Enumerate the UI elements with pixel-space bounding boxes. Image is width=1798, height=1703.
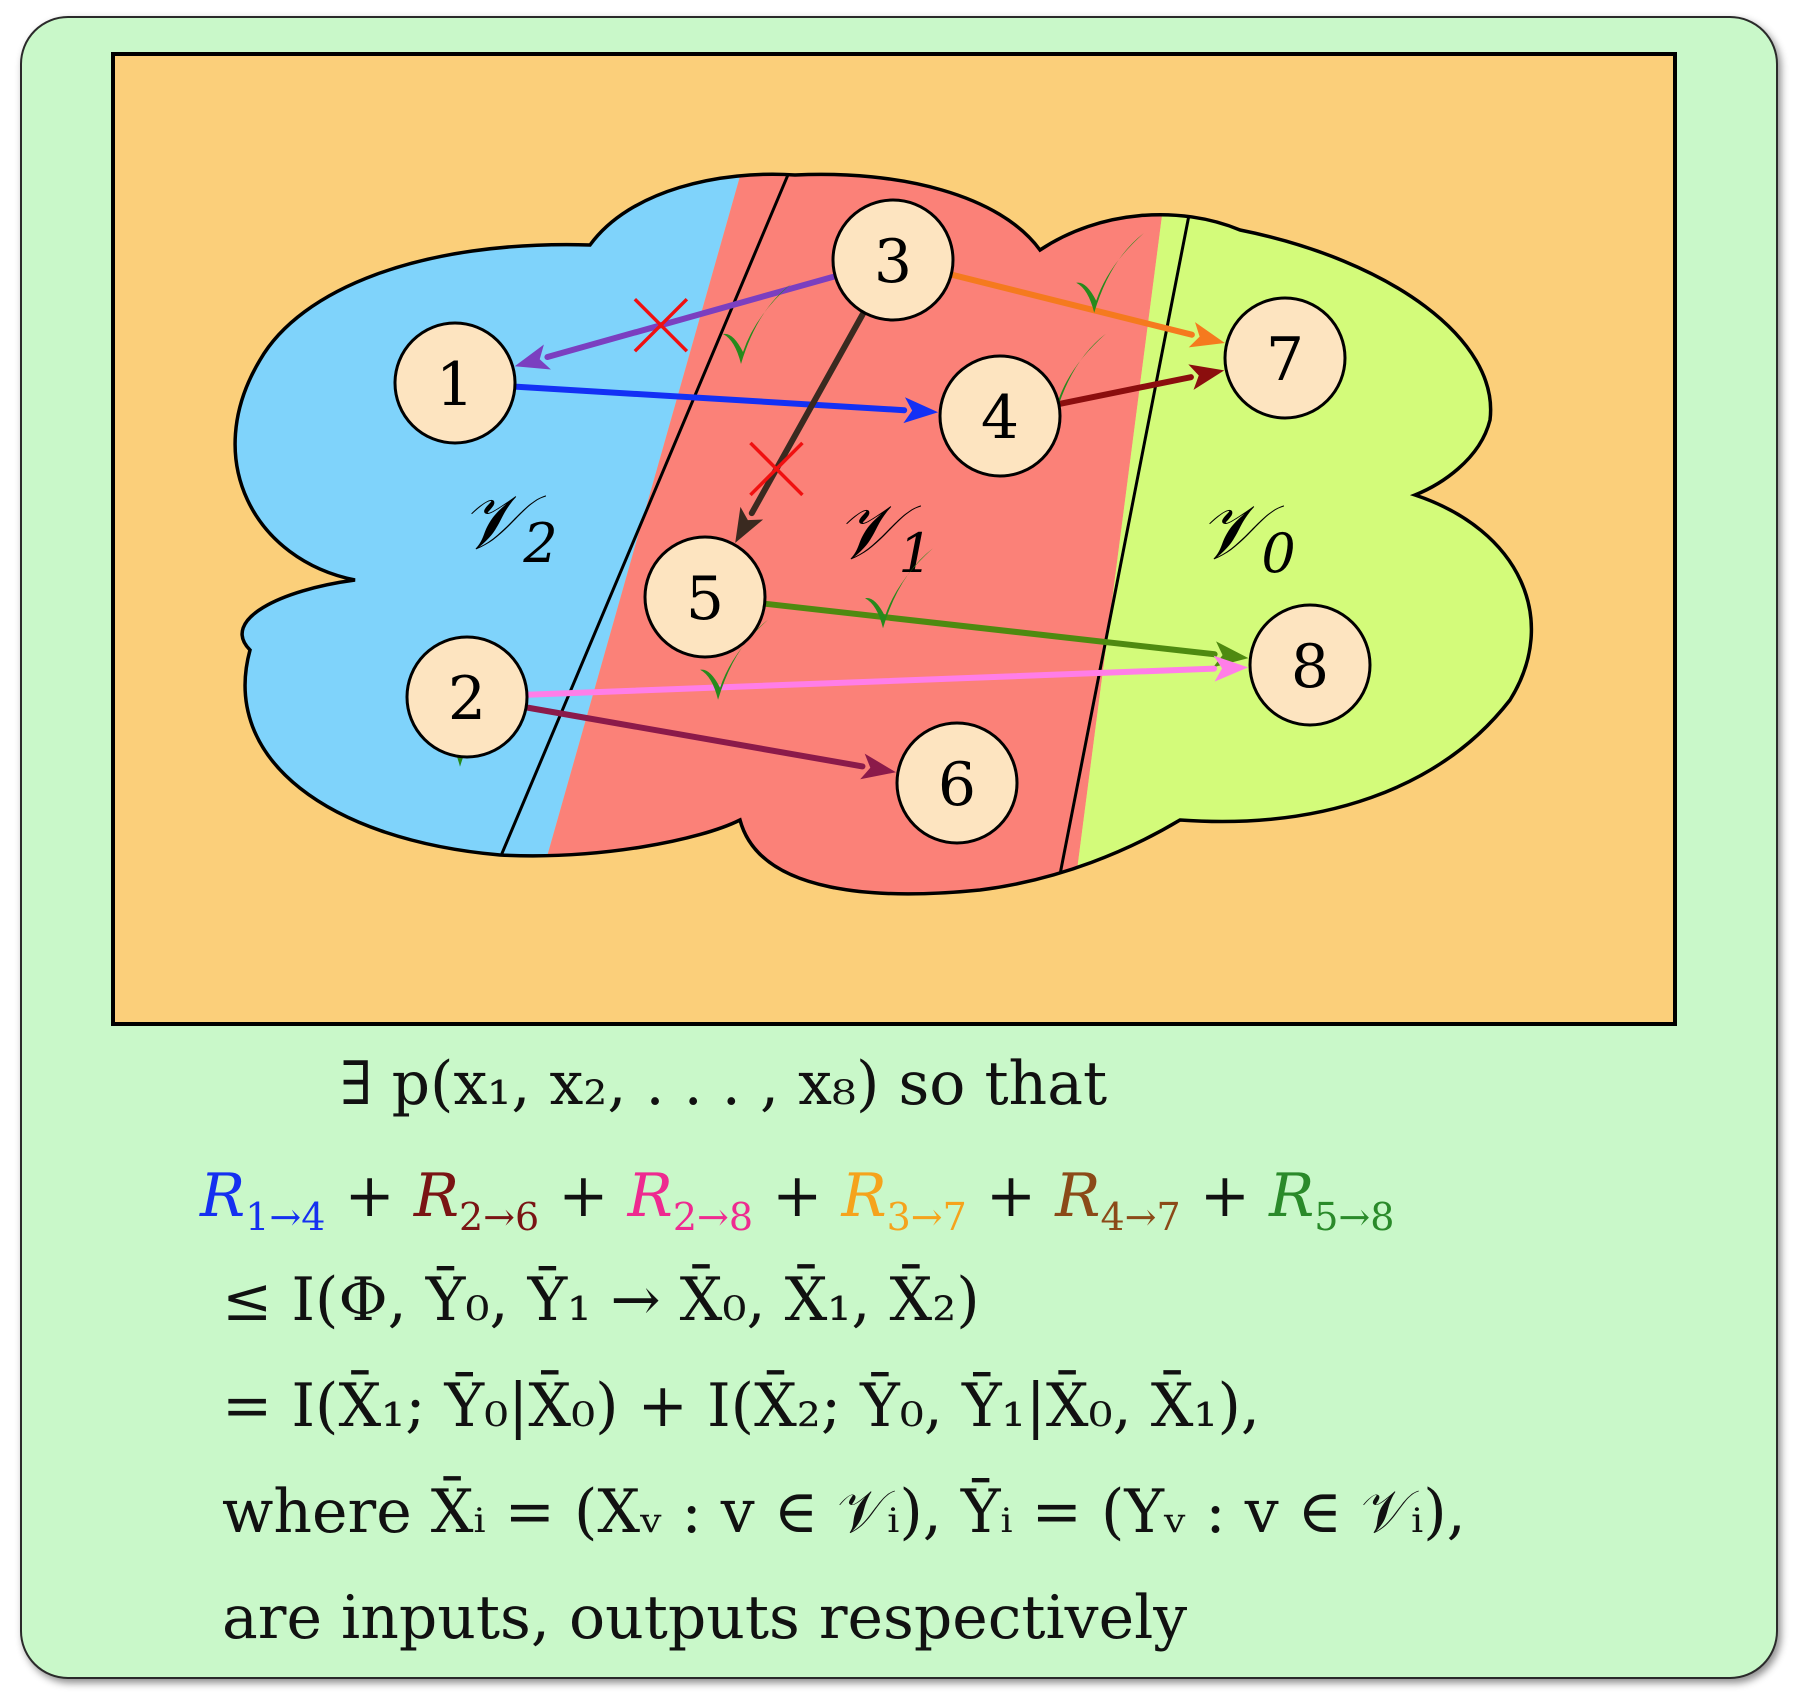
formula-line-5: where X̄ᵢ = (Xᵥ : v ∈ 𝒱ᵢ), Ȳᵢ = (Yᵥ : v … <box>222 1477 1466 1547</box>
node-label: 1 <box>436 350 474 420</box>
edge-1-to-4 <box>511 383 939 424</box>
arrowhead <box>860 753 896 780</box>
node-7: 7 <box>1223 296 1347 420</box>
rate-subscript: 3→7 <box>886 1195 967 1239</box>
rate-base: R <box>627 1161 673 1231</box>
region-v2-fill <box>235 174 790 894</box>
rate-term: R3→7 <box>841 1161 966 1236</box>
check-mark <box>700 619 769 700</box>
rate-base: R <box>1269 1161 1315 1231</box>
plus-sign: + <box>966 1161 1056 1231</box>
check-mark <box>1076 232 1145 313</box>
edge-2-to-6 <box>523 704 896 780</box>
rate-base: R <box>413 1161 459 1231</box>
rate-subscript: 2→6 <box>459 1195 540 1239</box>
rate-term: R1→4 <box>200 1161 325 1236</box>
arrowhead <box>735 506 764 543</box>
node-1: 1 <box>393 321 517 445</box>
node-label: 7 <box>1266 325 1304 395</box>
node-label: 4 <box>981 383 1019 453</box>
plus-sign: + <box>1180 1161 1270 1231</box>
arrowhead <box>1213 655 1249 682</box>
arrowhead <box>1188 322 1225 348</box>
edge-3-to-1 <box>514 273 839 370</box>
cross-mark <box>749 441 804 497</box>
rate-base: R <box>1055 1161 1101 1231</box>
node-8: 8 <box>1248 603 1372 727</box>
cross-mark <box>633 297 689 353</box>
node-label: 2 <box>448 664 486 734</box>
node-6: 6 <box>895 721 1019 845</box>
formula-rates-line: R1→4 + R2→6 + R2→8 + R3→7 + R4→7 + R5→8 <box>200 1166 1394 1236</box>
rate-subscript: 1→4 <box>245 1195 326 1239</box>
edge-3-to-5 <box>735 309 867 543</box>
formula-line-6: are inputs, outputs respectively <box>222 1583 1188 1653</box>
arrowhead <box>514 344 551 370</box>
node-label: 5 <box>686 564 724 634</box>
formula-line-3: ≤ I(Φ, Ȳ₀, Ȳ₁ → X̄₀, X̄₁, X̄₂) <box>222 1265 980 1335</box>
check-mark <box>865 548 933 629</box>
rate-term: R4→7 <box>1055 1161 1180 1236</box>
node-4: 4 <box>938 354 1062 478</box>
region-divider-left <box>493 174 792 871</box>
rate-subscript: 4→7 <box>1100 1195 1181 1239</box>
region-divider-right <box>1053 209 1192 894</box>
node-5: 5 <box>643 535 767 659</box>
edge-4-to-7 <box>1055 364 1225 408</box>
rate-base: R <box>200 1161 246 1231</box>
rate-term: R5→8 <box>1269 1161 1394 1236</box>
cloud-outline <box>233 172 1534 896</box>
arrowhead <box>1188 364 1225 390</box>
node-label: 6 <box>938 750 976 820</box>
region-v0-fill <box>1055 174 1532 894</box>
rate-term: R2→8 <box>627 1161 753 1236</box>
node-3: 3 <box>831 198 955 322</box>
plus-sign: + <box>539 1161 628 1231</box>
node-label: 8 <box>1291 632 1329 702</box>
formula-line-4: = I(X̄₁; Ȳ₀|X̄₀) + I(X̄₂; Ȳ₀, Ȳ₁|X̄₀, X̄… <box>222 1371 1260 1441</box>
rate-subscript: 5→8 <box>1314 1195 1395 1239</box>
node-2: 2 <box>405 635 529 759</box>
arrowhead <box>903 397 939 424</box>
plus-sign: + <box>325 1161 414 1231</box>
formula-line-1: ∃ p(x₁, x₂, . . . , x₈) so that <box>340 1049 1108 1119</box>
check-mark <box>1037 333 1106 414</box>
node-label: 3 <box>874 227 912 297</box>
check-mark <box>723 284 791 364</box>
rate-term: R2→6 <box>413 1161 539 1236</box>
rate-subscript: 2→8 <box>672 1195 754 1239</box>
plus-sign: + <box>753 1161 842 1231</box>
edge-3-to-7 <box>948 271 1225 348</box>
edge-2-to-8 <box>523 655 1249 698</box>
rate-base: R <box>841 1161 887 1231</box>
